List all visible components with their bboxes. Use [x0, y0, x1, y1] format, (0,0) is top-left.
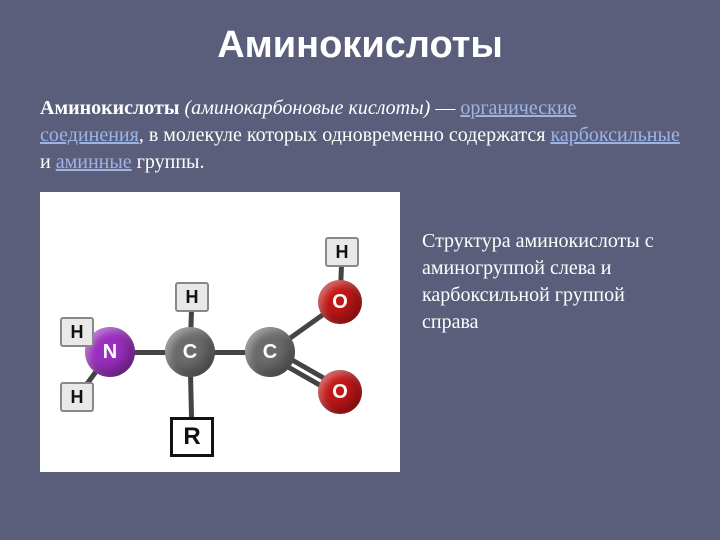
atom-O1: O	[318, 280, 362, 324]
content-row: NCCOOHHHHR Структура аминокислоты с амин…	[40, 192, 680, 472]
atom-C1: C	[165, 327, 215, 377]
definition-paragraph: Аминокислоты (аминокарбоновые кислоты) —…	[40, 95, 680, 176]
label-H_C1_top: H	[175, 282, 209, 312]
definition-tail: группы.	[132, 151, 205, 173]
definition-and: и	[40, 151, 56, 173]
slide-title: Аминокислоты	[40, 24, 680, 67]
label-R: R	[170, 417, 214, 457]
link-amine[interactable]: аминные	[56, 151, 132, 173]
definition-term: Аминокислоты	[40, 97, 179, 119]
atom-C2: C	[245, 327, 295, 377]
diagram-caption: Структура аминокислоты с аминогруппой сл…	[422, 192, 680, 336]
label-H_N_top: H	[60, 317, 94, 347]
label-H_N_bottom: H	[60, 382, 94, 412]
definition-paren: (аминокарбоновые кислоты)	[184, 97, 430, 119]
atom-O2: O	[318, 370, 362, 414]
link-carboxyl[interactable]: карбоксильные	[550, 124, 679, 146]
definition-mid: , в молекуле которых одновременно содерж…	[139, 124, 551, 146]
label-H_O1_top: H	[325, 237, 359, 267]
definition-dash: —	[435, 97, 460, 119]
molecule-diagram: NCCOOHHHHR	[40, 192, 400, 472]
slide: Аминокислоты Аминокислоты (аминокарбонов…	[0, 0, 720, 540]
